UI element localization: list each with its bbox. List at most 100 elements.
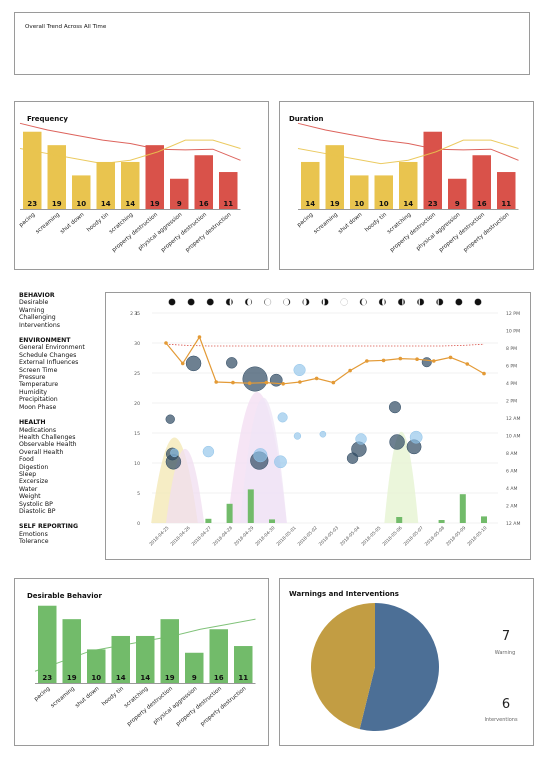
x-tick-label: 2018-04-29: [233, 525, 255, 547]
sidebar-item[interactable]: Warning: [19, 306, 45, 314]
sidebar-item[interactable]: Challenging: [19, 314, 56, 322]
orange-point: [398, 356, 403, 361]
sidebar-item[interactable]: Observable Health: [19, 441, 77, 449]
sidebar-heading[interactable]: BEHAVIOR: [19, 292, 55, 299]
overall-trend-panel: Overall Trend Across All Time: [14, 12, 530, 75]
left-tick-label: 10: [134, 461, 140, 467]
orange-point: [214, 380, 219, 384]
orange-point: [465, 362, 470, 366]
moon-disc: [206, 298, 214, 306]
category-tick-label: shut down: [74, 686, 100, 710]
sidebar-item[interactable]: Diastolic BP: [19, 507, 56, 515]
timeline-panel: 0 5 10 15 20 25 30 35 2 1 12 AM 2 AM 4 AM 6 AM 8 AM 10 …: [105, 292, 531, 560]
bar: [350, 175, 369, 209]
sidebar-item[interactable]: Health Challenges: [19, 433, 76, 441]
bubble: [202, 445, 215, 458]
sidebar-item[interactable]: Tolerance: [19, 538, 49, 546]
trend-line: [34, 618, 256, 672]
dashed-line: [165, 343, 485, 347]
green-bar: [481, 516, 487, 523]
sidebar-item[interactable]: Digestion: [19, 463, 49, 471]
sidebar-item[interactable]: Interventions: [19, 321, 60, 329]
sidebar-item[interactable]: Overall Health: [19, 448, 64, 456]
sidebar-item[interactable]: Humidity: [19, 388, 48, 396]
sidebar-item[interactable]: Sleep: [19, 470, 37, 478]
bubble: [165, 414, 175, 424]
sidebar-item[interactable]: Weight: [19, 493, 41, 501]
bar-value-label: 9: [177, 200, 182, 208]
moon-lit: [418, 298, 420, 306]
sidebar-item[interactable]: Systolic BP: [19, 500, 53, 508]
moon-phase-icon: [397, 298, 406, 306]
bar-value-label: 16: [214, 674, 224, 682]
category-tick-label: property destruction: [200, 686, 248, 728]
orange-point: [281, 382, 285, 386]
orange-point: [448, 355, 453, 360]
category-tick-label: physical aggression: [137, 212, 183, 252]
orange-point: [331, 380, 336, 385]
orange-point: [415, 357, 419, 361]
sidebar-item[interactable]: Excersize: [19, 478, 49, 486]
category-tick-label: screaming: [50, 686, 77, 710]
bar: [472, 155, 491, 209]
desirable-title: Desirable Behavior: [27, 592, 102, 600]
moon-lit: [303, 298, 307, 306]
green-bar: [226, 503, 233, 523]
trend-line: [19, 122, 241, 161]
bubble: [170, 448, 179, 458]
x-tick-label: 2018-05-07: [403, 525, 425, 547]
right-tick-label: 6 PM: [506, 364, 517, 370]
sidebar-item[interactable]: Screen Time: [19, 366, 58, 374]
green-bar: [205, 518, 212, 523]
sidebar-item[interactable]: Temperature: [19, 381, 59, 389]
duration-title: Duration: [289, 115, 324, 123]
bar-value-label: 16: [477, 200, 487, 208]
orange-point: [197, 335, 202, 339]
moon-lit: [361, 298, 367, 306]
category-tick-label: property destruction: [175, 686, 223, 728]
sidebar-item[interactable]: Desirable: [19, 299, 49, 307]
category-tick-label: shut down: [59, 212, 85, 236]
moon-disc: [455, 298, 463, 306]
sidebar-heading[interactable]: HEALTH: [19, 419, 46, 427]
green-bar: [459, 494, 466, 523]
category-tick-label: screaming: [35, 212, 62, 236]
sidebar-item[interactable]: Water: [19, 485, 38, 493]
category-tick-label: pacing: [18, 212, 37, 229]
bubble: [269, 373, 283, 387]
category-tick-label: property destruction: [185, 212, 233, 254]
bubble: [253, 448, 268, 463]
right-tick-label: 2 AM: [506, 504, 518, 510]
green-bar: [396, 517, 403, 523]
category-tick-label: property destruction: [389, 212, 437, 254]
sidebar-item[interactable]: Precipitation: [19, 396, 58, 404]
sidebar-item[interactable]: Pressure: [19, 374, 46, 382]
moon-phase-icon: [340, 298, 348, 306]
left-tick-label: 35: [134, 311, 140, 317]
right-tick-label: 2 PM: [506, 399, 517, 405]
moon-lit: [340, 298, 348, 306]
bar: [87, 649, 106, 683]
category-tick-label: shut down: [337, 212, 363, 236]
intervention-label: Interventions: [484, 717, 518, 723]
bar: [497, 172, 516, 209]
pie-slice: [311, 603, 375, 730]
sidebar-item[interactable]: Food: [19, 456, 34, 464]
moon-disc: [417, 298, 425, 306]
moon-lit: [283, 298, 290, 306]
sidebar-item[interactable]: Schedule Changes: [19, 351, 77, 359]
sidebar-item[interactable]: Medications: [19, 426, 57, 434]
warnings-panel: Warnings and Interventions 7 Warning 6 I…: [279, 578, 534, 746]
sidebar-item[interactable]: Moon Phase: [19, 403, 57, 411]
sidebar-heading[interactable]: SELF REPORTING: [19, 523, 79, 531]
sidebar-item[interactable]: External Influences: [19, 359, 79, 367]
sidebar-item[interactable]: General Environment: [19, 344, 85, 352]
moon-phase-icon: [359, 298, 367, 306]
bar-value-label: 10: [379, 200, 389, 208]
moon-phase-icon: [264, 298, 272, 306]
sidebar-heading[interactable]: ENVIRONMENT: [19, 337, 71, 345]
sidebar-item[interactable]: Emotions: [19, 530, 48, 538]
warnings-title: Warnings and Interventions: [289, 590, 399, 598]
moon-phase-icon: [244, 298, 253, 306]
moon-disc: [321, 298, 329, 306]
